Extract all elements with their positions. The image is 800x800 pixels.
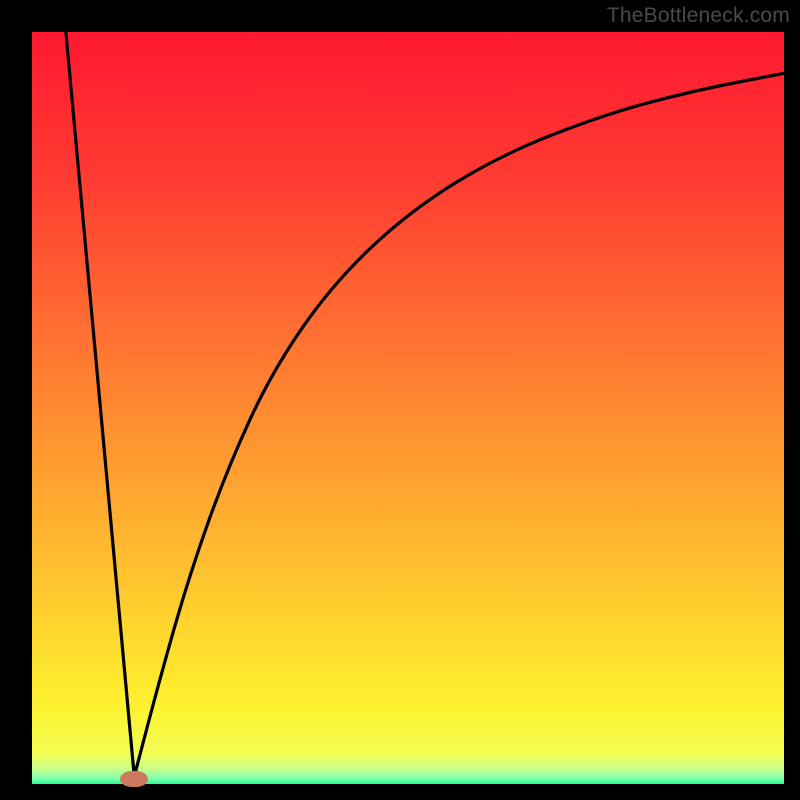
bottleneck-curve: [66, 32, 784, 780]
valley-marker: [120, 771, 148, 787]
watermark-text: TheBottleneck.com: [607, 4, 790, 28]
curve-svg: [0, 0, 800, 800]
